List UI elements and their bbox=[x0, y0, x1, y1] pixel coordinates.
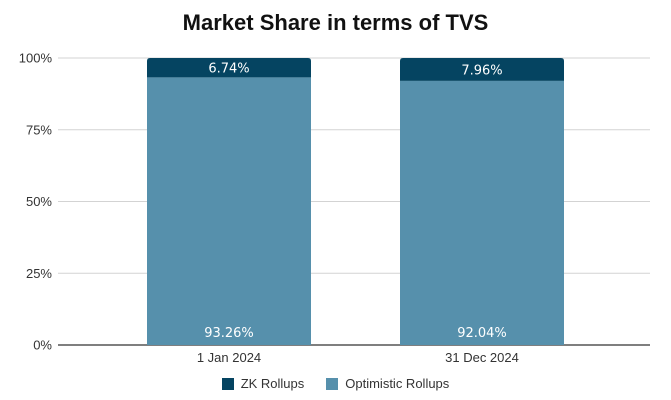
legend-item-zk-rollups: ZK Rollups bbox=[221, 376, 305, 391]
data-label-zk-rollups: 6.74% bbox=[208, 62, 249, 77]
y-tick-label: 50% bbox=[26, 194, 52, 209]
legend-swatch-zk-rollups bbox=[221, 377, 234, 390]
y-tick-label: 75% bbox=[26, 122, 52, 137]
chart-title: Market Share in terms of TVS bbox=[182, 10, 489, 35]
bar-segment-zk-rollups bbox=[147, 58, 311, 78]
bar-segment-optimistic-rollups bbox=[400, 80, 564, 345]
legend-label-optimistic-rollups: Optimistic Rollups bbox=[345, 376, 450, 391]
data-label-zk-rollups: 7.96% bbox=[461, 63, 502, 78]
data-label-optimistic-rollups: 93.26% bbox=[204, 326, 254, 341]
bar-segment-optimistic-rollups bbox=[147, 77, 311, 345]
legend-item-optimistic-rollups: Optimistic Rollups bbox=[326, 376, 449, 391]
chart-legend: ZK Rollups Optimistic Rollups bbox=[0, 376, 671, 391]
data-label-optimistic-rollups: 92.04% bbox=[457, 326, 507, 341]
legend-label-zk-rollups: ZK Rollups bbox=[240, 376, 305, 391]
y-tick-label: 100% bbox=[19, 51, 53, 66]
x-tick-label: 1 Jan 2024 bbox=[197, 350, 261, 365]
legend-swatch-optimistic-rollups bbox=[326, 377, 339, 390]
y-tick-label: 25% bbox=[26, 266, 52, 281]
y-tick-label: 0% bbox=[33, 338, 52, 353]
x-tick-label: 31 Dec 2024 bbox=[445, 350, 519, 365]
bar-segment-zk-rollups bbox=[400, 58, 564, 81]
